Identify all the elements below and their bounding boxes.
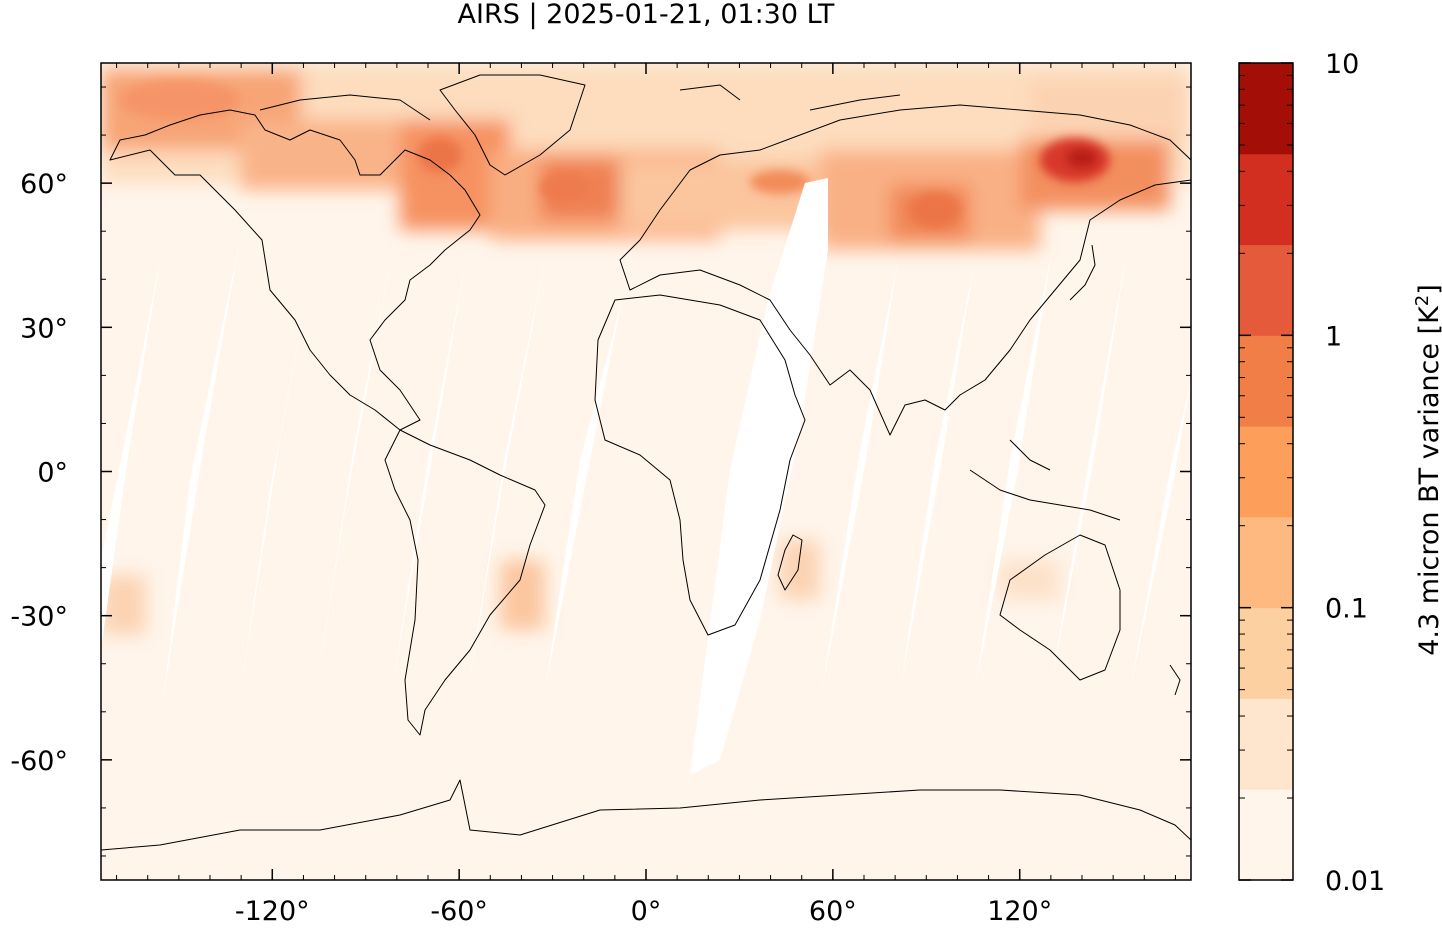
indonesia-coast xyxy=(969,439,1121,521)
colorbar-frame xyxy=(1238,62,1294,881)
colorbar-bin xyxy=(1239,789,1293,881)
x-tick-label: -60° xyxy=(430,896,488,927)
arctic-islands-coast xyxy=(259,84,901,121)
africa-coast xyxy=(594,294,806,636)
x-tick-label: 60° xyxy=(809,896,857,927)
colorbar: 10 1 0.1 0.01 4.3 micron BT variance [K2] xyxy=(1238,49,1442,897)
south-america-coast xyxy=(384,429,546,736)
colorbar-bin xyxy=(1239,698,1293,790)
y-tick-label: -30° xyxy=(10,602,68,633)
eurasia-coast xyxy=(619,104,1191,436)
colorbar-label-sup: 2 xyxy=(1412,295,1433,306)
colorbar-bin xyxy=(1239,244,1293,336)
y-tick-label: 30° xyxy=(20,313,68,344)
new-zealand-coast xyxy=(1169,664,1181,696)
x-tick-label: 120° xyxy=(987,896,1052,927)
colorbar-bins xyxy=(1239,63,1293,881)
colorbar-bin xyxy=(1239,335,1293,427)
map-title: AIRS | 2025-01-21, 01:30 LT xyxy=(458,0,835,30)
x-tick-label: -120° xyxy=(235,896,310,927)
colorbar-tick-label: 0.1 xyxy=(1325,594,1368,625)
colorbar-label-end: ] xyxy=(1414,284,1442,295)
greenland-coast xyxy=(439,74,586,176)
variance-field xyxy=(101,63,1191,635)
australia-coast xyxy=(999,534,1121,681)
map-area xyxy=(101,63,1191,880)
y-tick-label: 0° xyxy=(37,458,68,489)
colorbar-bin xyxy=(1239,607,1293,699)
colorbar-bin xyxy=(1239,63,1293,155)
x-tick-label: 0° xyxy=(631,896,662,927)
swath-gaps xyxy=(101,178,1191,775)
colorbar-tick-label: 1 xyxy=(1325,321,1342,352)
colorbar-bin xyxy=(1239,426,1293,518)
colorbar-label: 4.3 micron BT variance [K2] xyxy=(1412,284,1442,656)
colorbar-tick-label: 0.01 xyxy=(1325,866,1385,897)
colorbar-bin xyxy=(1239,516,1293,609)
coastlines xyxy=(101,74,1191,851)
colorbar-tick-label: 10 xyxy=(1325,49,1359,80)
colorbar-label-main: 4.3 micron BT variance [K xyxy=(1414,305,1442,656)
colorbar-bin xyxy=(1239,153,1293,246)
minor-ticks xyxy=(101,63,1191,880)
y-tick-label: 60° xyxy=(20,169,68,200)
japan-coast xyxy=(1069,244,1096,301)
north-america-coast xyxy=(109,109,481,431)
madagascar-coast xyxy=(777,534,803,591)
colorbar-ticks: 10 1 0.1 0.01 xyxy=(1239,49,1385,897)
x-axis: -120° -60° 0° 60° 120° xyxy=(235,63,1052,927)
antarctica-coast xyxy=(101,779,1191,851)
y-tick-label: -60° xyxy=(10,746,68,777)
